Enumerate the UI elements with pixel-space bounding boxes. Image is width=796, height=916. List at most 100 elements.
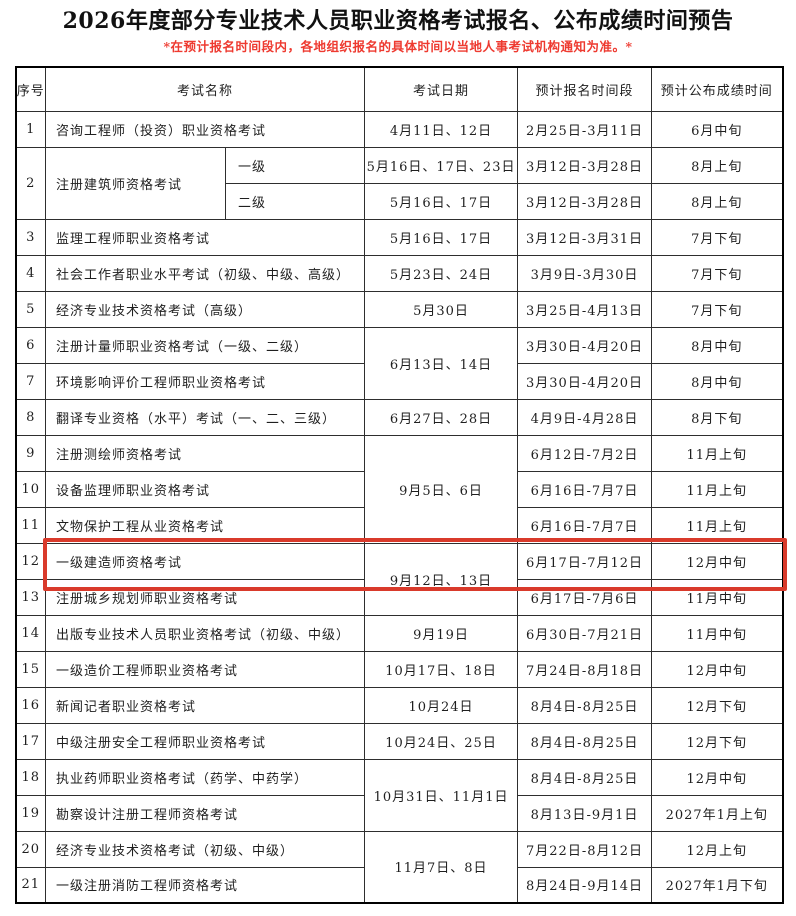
date-cell: 10月24日、25日 bbox=[364, 722, 519, 760]
name-cell: 一级造价工程师职业资格考试 bbox=[44, 650, 366, 688]
reg-cell: 2月25日-3月11日 bbox=[517, 110, 653, 148]
table-row: 9 注册测绘师资格考试 9月5日、6日 6月12日-7月2日 11月上旬 bbox=[15, 434, 784, 544]
page-note: *在预计报名时间段内，各地组织报名的具体时间以当地人事考试机构通知为准。* bbox=[163, 39, 633, 54]
page-title: 2026年度部分专业技术人员职业资格考试报名、公布成绩时间预告 bbox=[62, 8, 734, 34]
table-row: 1 咨询工程师（投资）职业资格考试 4月11日、12日 2月25日-3月11日 … bbox=[15, 110, 784, 148]
seq-cell: 12 bbox=[15, 542, 46, 580]
seq-cell: 20 bbox=[15, 830, 46, 868]
table-wrap: 序号 考试名称 考试日期 预计报名时间段 预计公布成绩时间 1 咨询工程师（投资… bbox=[14, 66, 787, 904]
reg-cell: 8月4日-8月25日 bbox=[517, 722, 653, 760]
score-cell: 12月中旬 bbox=[651, 758, 784, 796]
score-cell: 7月下旬 bbox=[651, 218, 784, 256]
date-cell: 10月17日、18日 bbox=[364, 650, 519, 688]
reg-cell: 8月13日-9月1日 bbox=[517, 794, 653, 832]
table-row: 2 注册建筑师资格考试 一级 5月16日、17日、23日 3月12日-3月28日… bbox=[15, 146, 784, 220]
date-cell: 9月5日、6日 bbox=[364, 434, 519, 544]
score-cell: 11月上旬 bbox=[651, 434, 784, 472]
name-cell: 注册建筑师资格考试 bbox=[45, 146, 226, 220]
name-cell: 设备监理师职业资格考试 bbox=[44, 470, 366, 508]
score-cell: 2027年1月上旬 bbox=[651, 794, 784, 832]
date-cell: 6月27日、28日 bbox=[364, 398, 519, 436]
seq-cell: 6 bbox=[15, 326, 46, 364]
reg-cell: 3月25日-4月13日 bbox=[517, 290, 653, 328]
date-cell: 6月13日、14日 bbox=[364, 326, 519, 400]
score-cell: 11月上旬 bbox=[651, 470, 784, 508]
seq-cell: 21 bbox=[15, 866, 46, 904]
name-cell: 新闻记者职业资格考试 bbox=[44, 686, 366, 724]
reg-cell: 7月22日-8月12日 bbox=[517, 830, 653, 868]
name-cell: 注册测绘师资格考试 bbox=[44, 434, 366, 472]
reg-cell: 6月12日-7月2日 bbox=[517, 434, 653, 472]
header-name: 考试名称 bbox=[44, 66, 366, 112]
score-cell: 2027年1月下旬 bbox=[651, 866, 784, 904]
name-cell: 注册计量师职业资格考试（一级、二级） bbox=[44, 326, 366, 364]
header-row: 序号 考试名称 考试日期 预计报名时间段 预计公布成绩时间 bbox=[15, 66, 784, 112]
score-cell: 8月中旬 bbox=[651, 326, 784, 364]
score-cell: 8月下旬 bbox=[651, 398, 784, 436]
seq-cell: 9 bbox=[15, 434, 46, 472]
score-cell: 7月下旬 bbox=[651, 290, 784, 328]
seq-cell: 5 bbox=[15, 290, 46, 328]
seq-cell: 16 bbox=[15, 686, 46, 724]
header-seq: 序号 bbox=[15, 66, 46, 112]
date-cell: 10月24日 bbox=[364, 686, 519, 724]
seq-cell: 13 bbox=[15, 578, 46, 616]
name-cell: 经济专业技术资格考试（高级） bbox=[44, 290, 366, 328]
reg-cell: 6月17日-7月12日 bbox=[517, 542, 653, 580]
seq-cell: 18 bbox=[15, 758, 46, 796]
score-cell: 11月上旬 bbox=[651, 506, 784, 544]
seq-cell: 11 bbox=[15, 506, 46, 544]
date-cell: 9月12日、13日 bbox=[364, 542, 519, 616]
date-cell: 5月16日、17日 bbox=[364, 218, 519, 256]
name-cell: 一级注册消防工程师资格考试 bbox=[44, 866, 366, 904]
reg-cell: 3月30日-4月20日 bbox=[517, 326, 653, 364]
header-reg: 预计报名时间段 bbox=[517, 66, 653, 112]
table-row: 21 一级注册消防工程师资格考试 8月24日-9月14日 2027年1月下旬 bbox=[15, 866, 784, 904]
date-cell: 5月30日 bbox=[364, 290, 519, 328]
reg-cell: 3月9日-3月30日 bbox=[517, 254, 653, 292]
score-cell: 8月上旬 bbox=[651, 182, 784, 220]
reg-cell: 6月17日-7月6日 bbox=[517, 578, 653, 616]
table-row: 15 一级造价工程师职业资格考试 10月17日、18日 7月24日-8月18日 … bbox=[15, 650, 784, 688]
table-row: 5 经济专业技术资格考试（高级） 5月30日 3月25日-4月13日 7月下旬 bbox=[15, 290, 784, 328]
date-cell: 5月23日、24日 bbox=[364, 254, 519, 292]
date-cell: 9月19日 bbox=[364, 614, 519, 652]
table-row: 7 环境影响评价工程师职业资格考试 3月30日-4月20日 8月中旬 bbox=[15, 362, 784, 400]
name-cell: 环境影响评价工程师职业资格考试 bbox=[44, 362, 366, 400]
reg-cell: 6月30日-7月21日 bbox=[517, 614, 653, 652]
name-cell: 勘察设计注册工程师资格考试 bbox=[44, 794, 366, 832]
seq-cell: 1 bbox=[15, 110, 46, 148]
date-cell: 5月16日、17日、23日 bbox=[364, 146, 519, 184]
table-row: 6 注册计量师职业资格考试（一级、二级） 6月13日、14日 3月30日-4月2… bbox=[15, 326, 784, 400]
table-row: 3 监理工程师职业资格考试 5月16日、17日 3月12日-3月31日 7月下旬 bbox=[15, 218, 784, 256]
score-cell: 12月中旬 bbox=[651, 650, 784, 688]
name-cell: 执业药师职业资格考试（药学、中药学） bbox=[44, 758, 366, 796]
seq-cell: 10 bbox=[15, 470, 46, 508]
table-row: 14 出版专业技术人员职业资格考试（初级、中级） 9月19日 6月30日-7月2… bbox=[15, 614, 784, 652]
reg-cell: 4月9日-4月28日 bbox=[517, 398, 653, 436]
name-cell: 经济专业技术资格考试（初级、中级） bbox=[44, 830, 366, 868]
reg-cell: 6月16日-7月7日 bbox=[517, 470, 653, 508]
table-row: 4 社会工作者职业水平考试（初级、中级、高级） 5月23日、24日 3月9日-3… bbox=[15, 254, 784, 292]
exam-schedule-table: 序号 考试名称 考试日期 预计报名时间段 预计公布成绩时间 1 咨询工程师（投资… bbox=[14, 66, 784, 904]
score-cell: 11月中旬 bbox=[651, 614, 784, 652]
date-cell: 11月7日、8日 bbox=[364, 830, 519, 904]
date-cell: 4月11日、12日 bbox=[364, 110, 519, 148]
header-score: 预计公布成绩时间 bbox=[651, 66, 784, 112]
table-row-highlighted: 12 一级建造师资格考试 9月12日、13日 6月17日-7月12日 12月中旬 bbox=[15, 542, 784, 616]
header-date: 考试日期 bbox=[364, 66, 519, 112]
score-cell: 8月上旬 bbox=[651, 146, 784, 184]
name-cell: 文物保护工程从业资格考试 bbox=[44, 506, 366, 544]
score-cell: 12月中旬 bbox=[651, 542, 784, 580]
name-cell: 社会工作者职业水平考试（初级、中级、高级） bbox=[44, 254, 366, 292]
score-cell: 7月下旬 bbox=[651, 254, 784, 292]
name-cell: 中级注册安全工程师职业资格考试 bbox=[44, 722, 366, 760]
reg-cell: 8月4日-8月25日 bbox=[517, 758, 653, 796]
seq-cell: 7 bbox=[15, 362, 46, 400]
table-row: 18 执业药师职业资格考试（药学、中药学） 10月31日、11月1日 8月4日-… bbox=[15, 758, 784, 832]
date-cell: 5月16日、17日 bbox=[364, 182, 519, 220]
table-row: 20 经济专业技术资格考试（初级、中级） 11月7日、8日 7月22日-8月12… bbox=[15, 830, 784, 904]
table-row: 16 新闻记者职业资格考试 10月24日 8月4日-8月25日 12月下旬 bbox=[15, 686, 784, 724]
reg-cell: 8月4日-8月25日 bbox=[517, 686, 653, 724]
table-row: 二级 5月16日、17日 3月12日-3月28日 8月上旬 bbox=[16, 182, 784, 220]
